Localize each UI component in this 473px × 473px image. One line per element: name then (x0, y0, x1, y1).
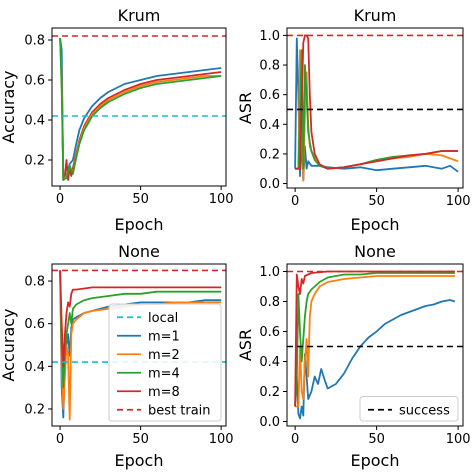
y-tick-label: 0.0 (259, 177, 280, 192)
legend-label: local (148, 311, 178, 326)
axes-frame (286, 27, 464, 189)
y-axis-label: ASR (236, 329, 255, 361)
series-line-m8 (294, 270, 455, 407)
plot-area (287, 270, 463, 420)
series-line-m2 (59, 270, 222, 421)
y-tick-label: 0.2 (24, 402, 45, 417)
series-line-m1 (59, 37, 222, 181)
panel-krum-accuracy: Krum Epoch Accuracy 0 50 100 0.2 0.4 0.6 0.8 (0, 6, 234, 234)
y-tick-label: 0.4 (259, 355, 280, 370)
y-tick-label: 0.2 (259, 147, 280, 162)
legend-label: m=2 (148, 348, 180, 363)
x-axis-label: Epoch (351, 215, 400, 234)
y-axis-label: Accuracy (0, 308, 18, 381)
series-line-m2 (295, 275, 455, 408)
legend: success (359, 396, 459, 422)
y-tick-label: 0.6 (24, 74, 45, 89)
y-axis-label: ASR (236, 92, 255, 124)
x-axis-label: Epoch (351, 451, 400, 470)
panel-title: None (118, 242, 160, 261)
x-tick-label: 0 (56, 192, 64, 207)
panel-title: Krum (354, 6, 397, 25)
legend-box (359, 396, 459, 422)
series-line-m8 (59, 37, 222, 181)
y-tick-label: 0.8 (24, 34, 45, 49)
x-tick-label: 50 (368, 432, 385, 447)
series-line-m8 (295, 34, 459, 170)
x-axis-label: Epoch (115, 451, 164, 470)
panel-krum-asr: Krum Epoch ASR 0 50 100 0.0 0.2 0.4 0.6 0.8 1.0 (236, 6, 471, 234)
y-tick-label: 0.8 (24, 275, 45, 290)
y-axis-label: Accuracy (0, 70, 18, 143)
y-tick-label: 0.0 (259, 415, 280, 430)
legend-label: m=8 (148, 385, 180, 400)
y-tick-label: 0.4 (24, 360, 45, 375)
y-tick-label: 0.4 (24, 114, 45, 129)
x-axis-label: Epoch (115, 215, 164, 234)
x-tick-label: 50 (132, 192, 149, 207)
series-line-m2 (59, 37, 222, 181)
y-tick-label: 0.6 (24, 317, 45, 332)
x-tick-label: 50 (132, 432, 149, 447)
plot-area (287, 34, 463, 182)
series-line-m4 (59, 270, 222, 389)
y-tick-label: 1.0 (259, 265, 280, 280)
x-tick-label: 100 (446, 432, 471, 447)
legend: local m=1 m=2 m=4 m=8 best train (108, 303, 222, 422)
series-line-m4 (59, 37, 222, 181)
panel-none-asr: None Epoch ASR 0 50 100 0.0 0.2 0.4 0.6 0.8 1.0 s… (236, 242, 471, 470)
y-tick-label: 0.8 (259, 59, 280, 74)
series-line-m8 (59, 270, 222, 368)
y-tick-label: 0.6 (259, 88, 280, 103)
series-line-m4 (294, 272, 455, 407)
y-tick-label: 0.6 (259, 325, 280, 340)
x-tick-label: 100 (446, 194, 471, 209)
x-tick-label: 100 (209, 192, 234, 207)
y-tick-label: 0.2 (259, 385, 280, 400)
legend-label: m=1 (148, 329, 180, 344)
panel-title: None (354, 242, 396, 261)
x-tick-label: 0 (291, 432, 299, 447)
x-tick-label: 0 (56, 432, 64, 447)
legend-label: success (399, 403, 450, 418)
plot-area (52, 35, 226, 181)
legend-label: best train (148, 403, 211, 418)
y-tick-label: 0.4 (259, 118, 280, 133)
axes-frame (51, 27, 227, 187)
y-tick-label: 1.0 (259, 29, 280, 44)
panel-title: Krum (118, 6, 161, 25)
x-tick-label: 0 (291, 194, 299, 209)
axes-frame (51, 263, 227, 427)
y-tick-label: 0.2 (24, 154, 45, 169)
x-tick-label: 100 (209, 432, 234, 447)
panel-none-accuracy: None Epoch Accuracy 0 50 100 0.2 0.4 0.6 0.8 lo… (0, 242, 234, 470)
y-tick-label: 0.8 (259, 295, 280, 310)
x-tick-label: 50 (368, 194, 385, 209)
series-line-m1 (294, 299, 456, 420)
legend-label: m=4 (148, 366, 180, 381)
axes-frame (286, 263, 464, 427)
